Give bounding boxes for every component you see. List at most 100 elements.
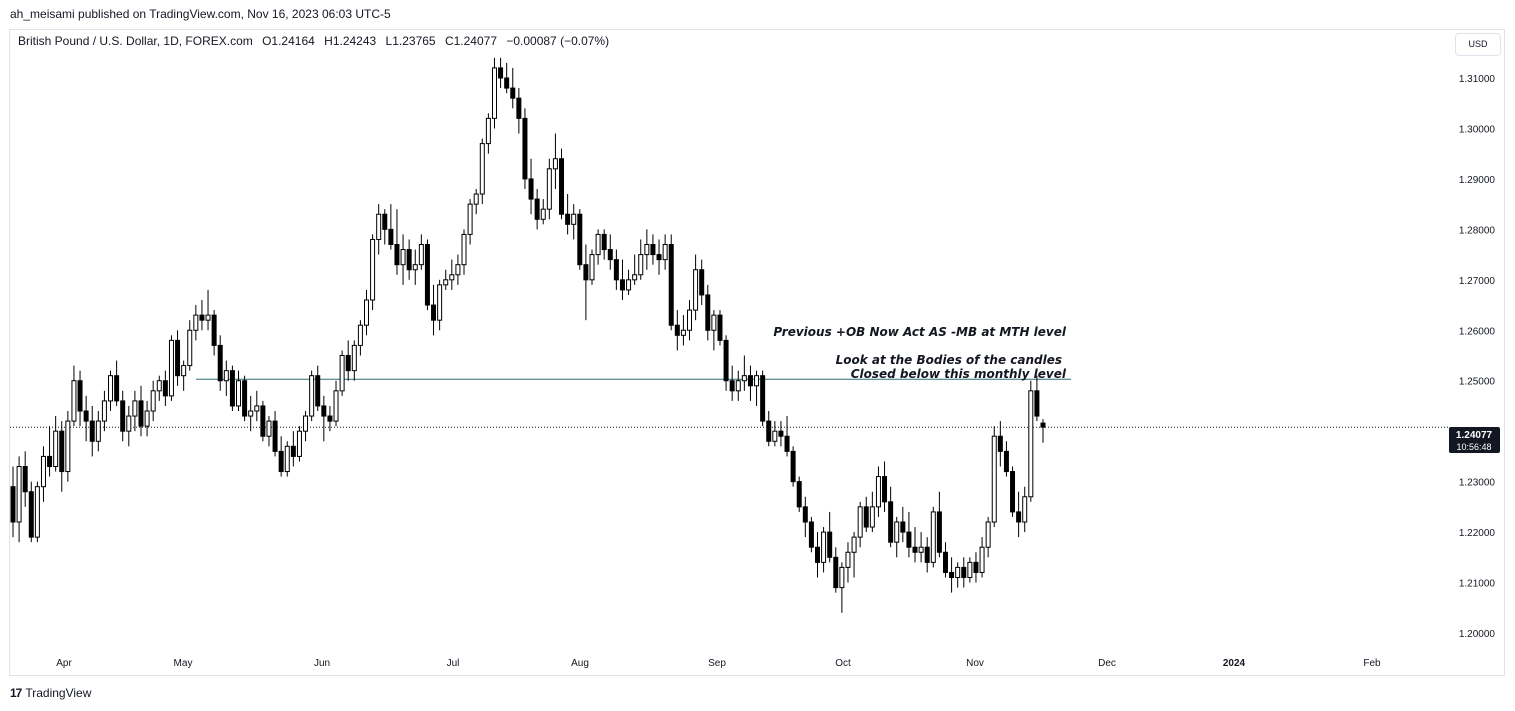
candle-body-up	[71, 380, 77, 422]
candle	[863, 496, 869, 533]
candle	[516, 88, 522, 134]
candle-body-up	[467, 203, 473, 235]
candle-body-down	[1003, 450, 1009, 473]
candle-body-up	[187, 329, 193, 367]
candle	[345, 340, 351, 381]
candle	[510, 67, 516, 109]
candle	[601, 229, 607, 260]
ohlc-change: −0.00087 (−0.07%)	[506, 34, 610, 48]
candle-body-up	[126, 415, 132, 432]
candle-body-down	[327, 415, 333, 422]
candle-body-up	[370, 238, 376, 301]
candle-body-up	[266, 420, 272, 437]
footer-brand[interactable]: TradingView	[25, 686, 92, 700]
candle-body-up	[132, 400, 138, 417]
candle	[1034, 375, 1040, 422]
candle-body-up	[400, 249, 406, 266]
candle-body-up	[735, 380, 741, 392]
candle	[741, 355, 747, 391]
candle	[431, 284, 437, 336]
candle-body-up	[918, 546, 924, 553]
candle-body-up	[193, 314, 199, 331]
candle-body-up	[309, 375, 315, 417]
candle-body-down	[760, 375, 766, 422]
y-tick-label: 1.23000	[1459, 478, 1496, 489]
candle-body-down	[997, 435, 1003, 452]
candle	[723, 335, 729, 391]
ohlc-low: L1.23765	[385, 34, 436, 48]
candle-body-down	[942, 551, 948, 573]
candle	[156, 375, 162, 401]
candle	[924, 537, 930, 573]
candle	[491, 57, 497, 129]
candle-body-up	[687, 309, 693, 331]
candle	[632, 254, 638, 285]
candle	[644, 229, 650, 270]
y-tick-label: 1.25000	[1459, 377, 1496, 388]
candle-body-down	[1016, 511, 1022, 523]
candle	[504, 62, 510, 94]
candle	[400, 234, 406, 285]
candle-body-up	[851, 536, 857, 553]
tradingview-logo-icon[interactable]: 17	[10, 686, 22, 700]
x-tick-label: May	[174, 658, 193, 669]
candle	[473, 189, 479, 215]
candle-body-down	[705, 294, 711, 331]
candle	[991, 426, 997, 528]
candle	[1040, 419, 1046, 443]
candle-body-down	[229, 370, 235, 407]
candles-layer	[10, 57, 1046, 613]
candle-body-down	[900, 521, 906, 533]
candle-body-up	[223, 370, 229, 382]
candle	[22, 451, 28, 507]
candle-body-up	[363, 299, 369, 326]
candle	[930, 506, 936, 568]
candle-body-up	[181, 365, 187, 377]
candle-body-up	[754, 375, 760, 387]
candle	[101, 390, 107, 432]
candle-body-up	[693, 269, 699, 311]
candle	[418, 234, 424, 270]
candle-body-down	[162, 380, 168, 397]
candle	[351, 340, 357, 381]
candle	[936, 491, 942, 558]
candle-body-down	[59, 430, 65, 473]
candle-body-down	[77, 380, 83, 412]
candle-body-up	[357, 324, 363, 346]
candle	[437, 279, 443, 331]
price-badge-bg	[1449, 427, 1500, 453]
candle	[607, 234, 613, 270]
candle	[814, 532, 820, 578]
candle-body-down	[47, 455, 53, 467]
candle	[821, 527, 827, 573]
candle	[528, 158, 534, 215]
candle-body-up	[894, 521, 900, 543]
candle	[851, 532, 857, 578]
candle-body-up	[65, 420, 71, 473]
price-badge-countdown: 10:56:48	[1456, 442, 1491, 452]
candle-body-up	[443, 279, 449, 286]
currency-button[interactable]: USD	[1455, 33, 1501, 56]
candle-body-up	[741, 375, 747, 382]
candle-body-down	[388, 228, 394, 245]
candle-body-down	[565, 213, 571, 225]
candle	[1022, 486, 1028, 533]
candle-body-up	[711, 314, 717, 331]
candle	[309, 370, 315, 422]
x-tick-label: Jun	[314, 658, 330, 669]
candle	[406, 239, 412, 280]
candle	[284, 441, 290, 477]
x-tick-label: Nov	[966, 658, 984, 669]
candle-body-up	[333, 390, 339, 422]
annotation-line-3: Closed below this monthly level	[851, 367, 1067, 381]
candle-body-down	[607, 249, 613, 261]
candle-body-up	[479, 143, 485, 195]
symbol-name[interactable]: British Pound / U.S. Dollar, 1D, FOREX.c…	[18, 34, 253, 48]
candle-body-up	[455, 264, 461, 276]
candle	[467, 199, 473, 245]
candle-body-up	[857, 506, 863, 538]
candle	[126, 405, 132, 447]
annotation-line-2: Look at the Bodies of the candles	[836, 353, 1062, 367]
candle-body-down	[315, 375, 321, 407]
